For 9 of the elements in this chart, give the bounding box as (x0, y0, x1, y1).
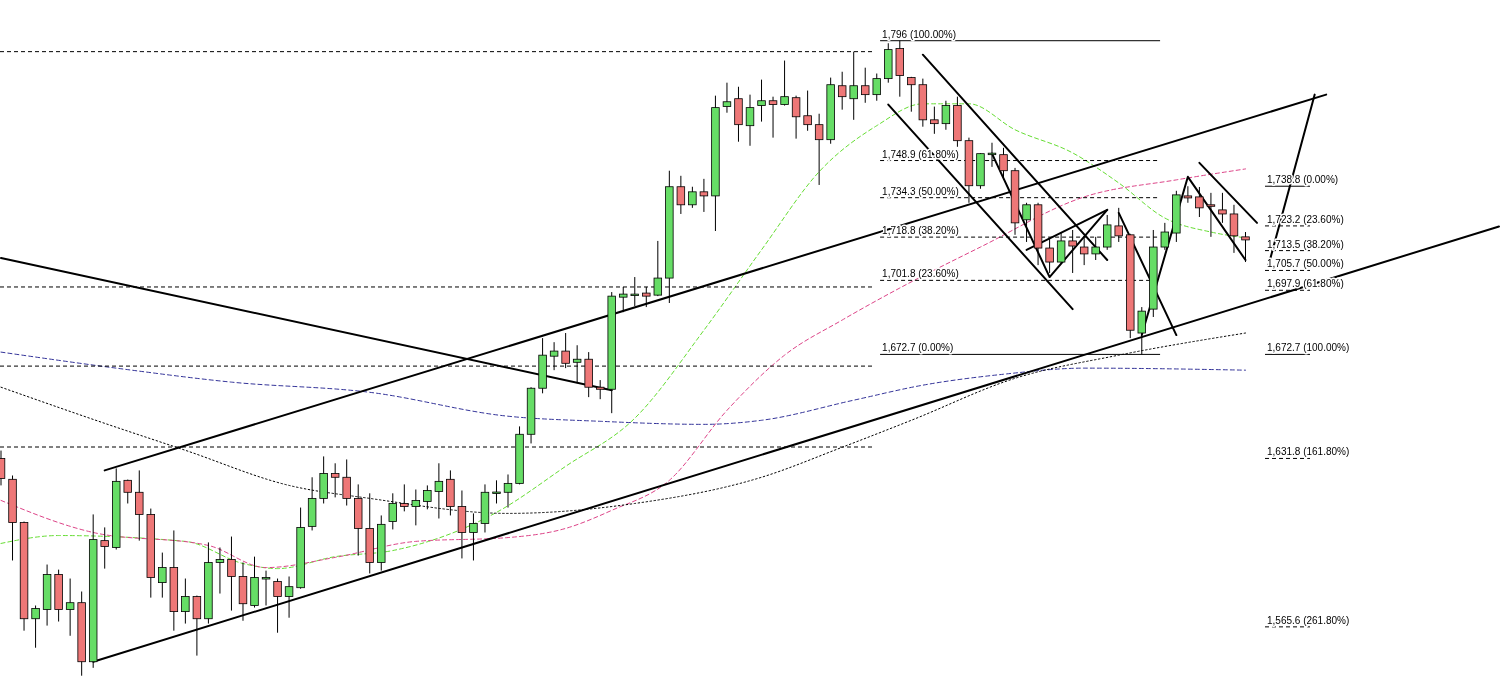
ref-line-label: 1,701.8 (23.60%) (882, 268, 959, 280)
ref-line-label: 1,718.8 (38.20%) (882, 225, 959, 237)
ref-line-label: 1,672.7 (0.00%) (882, 342, 954, 354)
ref-line-label: 1,705.7 (50.00%) (1267, 258, 1344, 270)
ref-line-label: 1,631.8 (161.80%) (1267, 446, 1350, 458)
ref-line-label: 1,734.3 (50.00%) (882, 185, 959, 197)
ref-line-label: 1,565.6 (261.80%) (1267, 614, 1350, 626)
ref-line-label: 1,796 (100.00%) (882, 28, 957, 40)
ref-line-label: 1,672.7 (100.00%) (1267, 342, 1350, 354)
